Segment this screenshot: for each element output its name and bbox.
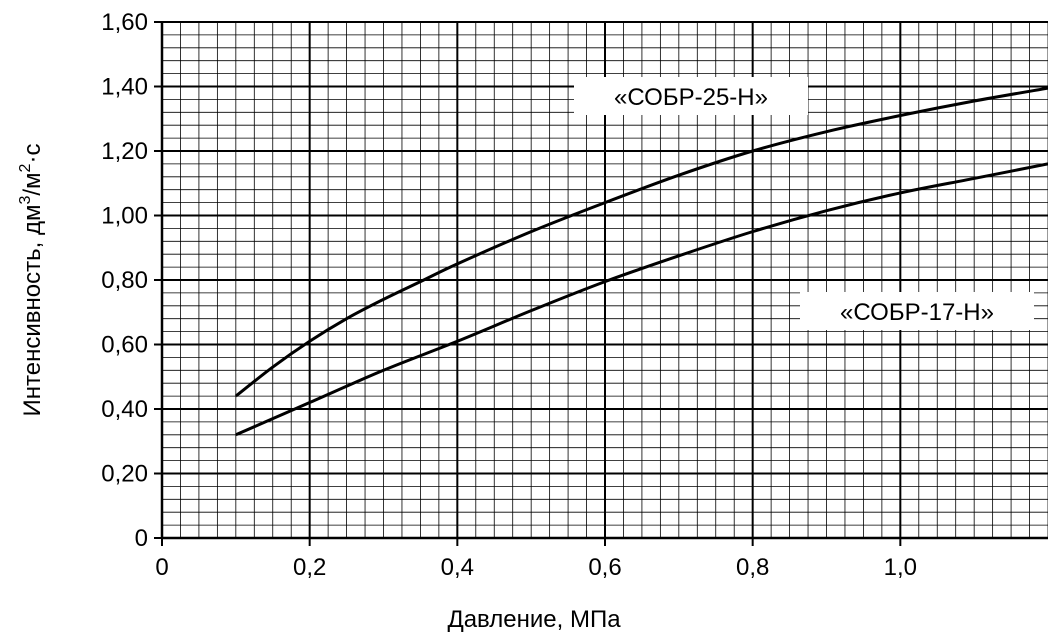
series-layer <box>234 86 1048 437</box>
tick-labels: 0 0,2 0,4 0,6 0,8 1,000,200,400,600,801,001,2… <box>101 9 917 581</box>
series-label-sobr-25-n-bg <box>574 77 808 115</box>
y-tick-label: 1,00 <box>101 203 148 230</box>
y-tick-label: 1,60 <box>101 9 148 36</box>
series-label-sobr-25-n: «СОБР-25-Н» <box>614 84 768 111</box>
x-tick-label: 0,8 <box>736 554 769 581</box>
x-tick-label: 0 <box>155 554 168 581</box>
series-label-sobr-17-n: «СОБР-17-Н» <box>840 299 994 326</box>
y-tick-label: 1,20 <box>101 138 148 165</box>
x-tick-label: 0,2 <box>293 554 326 581</box>
series-label-sobr-17-n-bg <box>800 292 1034 330</box>
y-tick-label: 0,80 <box>101 267 148 294</box>
y-tick-label: 0,20 <box>101 461 148 488</box>
y-tick-label: 0 <box>135 525 148 552</box>
axes <box>154 21 1048 546</box>
y-axis-title: Интенсивность, дм3/м2·с <box>17 144 46 417</box>
y-tick-label: 1,40 <box>101 74 148 101</box>
x-tick-label: 0,4 <box>441 554 474 581</box>
x-tick-label: 0,6 <box>588 554 621 581</box>
series-line-sobr-25-n <box>234 86 1048 398</box>
series-line-sobr-17-n <box>235 162 1048 437</box>
series-labels: «СОБР-25-Н» «СОБР-17-Н» <box>574 77 1034 330</box>
x-tick-label: 1,0 <box>884 554 917 581</box>
x-axis-title: Давление, МПа <box>447 606 621 633</box>
y-tick-label: 0,40 <box>101 396 148 423</box>
y-tick-label: 0,60 <box>101 332 148 359</box>
